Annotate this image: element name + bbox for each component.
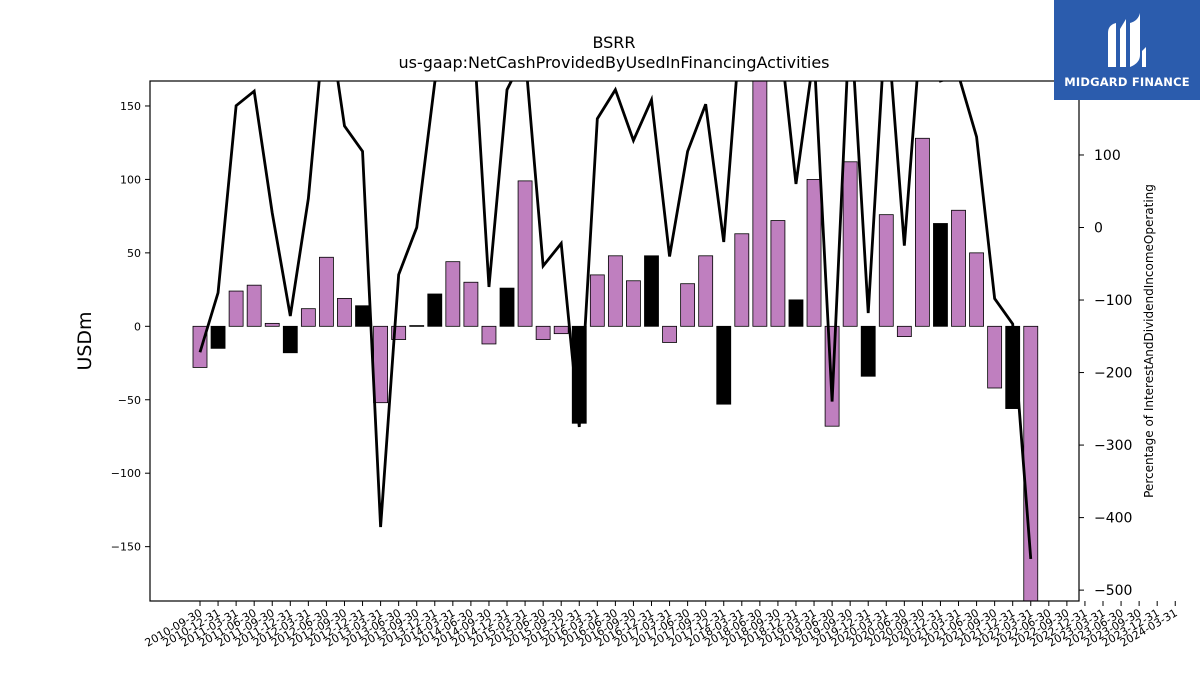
y-right-tick-label: −200 [1094,366,1132,382]
y-right-tick-label: −300 [1094,438,1132,454]
bar-2021-06-30 [969,252,984,327]
y-tick-label: −100 [111,467,141,480]
y-axis-left: −150 −100 −50 0 50 100 150 [111,100,150,554]
bar-2020-12-31 [933,223,948,327]
logo-text: MIDGARD FINANCE [1064,75,1190,89]
bar-2019-03-31 [806,179,822,327]
x-axis: 2010-09-302010-12-312011-03-312011-06-30… [143,601,1180,650]
bar-2018-09-30 [770,220,786,327]
bar-2013-03-31 [373,325,389,404]
bar-2011-12-31 [282,325,298,354]
bar-2012-06-30 [319,256,334,327]
chart-title: BSRR [592,33,635,52]
y-right-tick-label: −100 [1094,293,1132,309]
y-tick-label: 50 [127,247,141,260]
y-axis-right: −500 −400 −300 −200 −100 0 100 [1079,148,1132,599]
bar-2019-09-30 [842,161,858,327]
bar-2014-06-30 [463,281,479,327]
y-tick-label: −50 [118,394,141,407]
bar-2021-09-30 [987,325,1003,389]
bar-2012-12-31 [355,305,370,327]
y-tick-label: 100 [120,173,141,186]
bar-2014-03-31 [445,261,461,327]
bar-2014-09-30 [481,325,497,345]
series-line [198,81,1033,560]
bar-2012-09-30 [337,297,352,327]
y-right-tick-label: 0 [1094,220,1103,236]
y-axis-right-label: Percentage of InterestAndDividendIncomeO… [1142,184,1156,498]
midgard-logo-icon [1108,13,1146,67]
y-right-tick-label: −500 [1094,583,1132,599]
bar-2017-09-30 [698,255,714,327]
bar-2017-12-31 [716,325,732,405]
y-tick-label: 150 [120,100,141,113]
y-right-tick-label: −400 [1094,511,1132,527]
bar-2015-09-30 [553,325,569,335]
chart-subtitle: us-gaap:NetCashProvidedByUsedInFinancing… [398,53,829,72]
bar-2012-03-31 [300,308,316,327]
bar-2016-12-31 [644,255,659,327]
bar-2017-06-30 [680,283,696,327]
bar-2020-03-31 [878,214,894,327]
line-layer [198,81,1033,560]
bar-2018-03-31 [734,233,750,327]
y-axis-label: USDm [74,311,96,370]
bar-2016-06-30 [607,255,623,327]
bar-2022-03-31 [1023,325,1039,601]
bar-2020-06-30 [896,325,912,337]
midgard-finance-logo: MIDGARD FINANCE [1054,0,1200,100]
plot-frame [149,80,1080,602]
bar-2011-03-31 [228,290,244,327]
y-tick-label: −150 [111,541,141,554]
bar-2014-12-31 [499,287,515,327]
bar-2011-06-30 [246,284,262,327]
bar-2015-03-31 [517,180,533,327]
y-right-tick-label: 100 [1094,148,1121,164]
bar-2016-03-31 [589,274,605,327]
bar-2021-03-31 [951,209,966,327]
bar-2016-09-30 [626,280,641,327]
bar-2013-09-30 [409,325,425,327]
bar-2018-12-31 [788,299,804,327]
bar-2020-09-30 [915,137,930,327]
y-tick-label: 0 [134,320,141,333]
bar-2017-03-31 [662,325,677,343]
bar-2018-06-30 [752,81,768,327]
bar-2010-12-31 [210,325,226,349]
bar-2015-06-30 [535,325,551,340]
bar-2011-09-30 [264,322,280,327]
bar-2013-12-31 [427,293,443,327]
bar-2019-12-31 [860,325,876,377]
